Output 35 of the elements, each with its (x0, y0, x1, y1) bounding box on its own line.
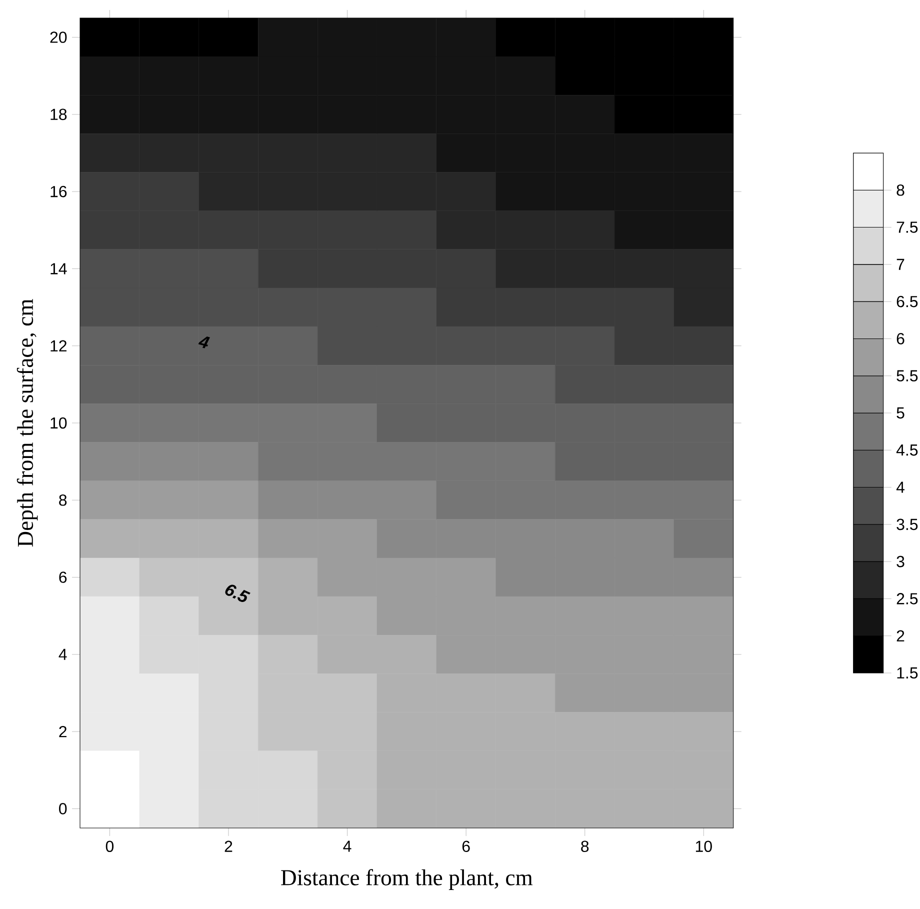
y-tick-label: 2 (59, 726, 66, 738)
color-bar-label: 6.5 (896, 296, 918, 308)
y-tick-label: 4 (58, 648, 67, 660)
y-tick-label: 18 (50, 108, 67, 120)
y-tick-label: 10 (50, 417, 67, 429)
x-tick-label: 2 (224, 840, 232, 852)
color-bar-label: 1.5 (897, 667, 918, 679)
x-tick-label: 8 (581, 840, 589, 852)
color-bar-label: 3 (896, 556, 904, 568)
y-tick-label: 16 (50, 186, 67, 198)
color-bar-label: 2 (896, 630, 904, 642)
y-axis-title: Depth from the surface, cm (16, 299, 38, 547)
y-tick-label: 0 (59, 803, 67, 814)
x-tick-label: 0 (106, 840, 114, 852)
color-bar-label: 8 (896, 184, 904, 196)
color-bar-label: 2.5 (896, 593, 918, 604)
annotation: 6.5 (225, 584, 250, 602)
color-bar-label: 5.5 (896, 370, 918, 382)
color-bar-label: 3.5 (896, 518, 918, 530)
y-tick-label: 8 (59, 494, 67, 506)
color-bar-label: 4.5 (896, 444, 918, 456)
color-bar-label: 4 (896, 482, 904, 493)
color-bar-label: 7 (896, 258, 904, 270)
y-tick-label: 6 (59, 572, 67, 583)
color-bar-label: 6 (896, 333, 904, 344)
x-tick-label: 4 (343, 840, 352, 852)
color-bar-label: 7.5 (896, 222, 918, 233)
y-tick-label: 20 (50, 32, 67, 43)
y-tick-label: 12 (50, 340, 66, 352)
x-tick-label: 10 (696, 840, 712, 852)
x-axis-title: Distance from the plant, cm (281, 869, 533, 890)
y-tick-label: 14 (50, 263, 67, 274)
color-bar-label: 5 (896, 407, 904, 419)
x-tick-label: 6 (462, 840, 470, 852)
annotation: 4 (198, 336, 210, 348)
